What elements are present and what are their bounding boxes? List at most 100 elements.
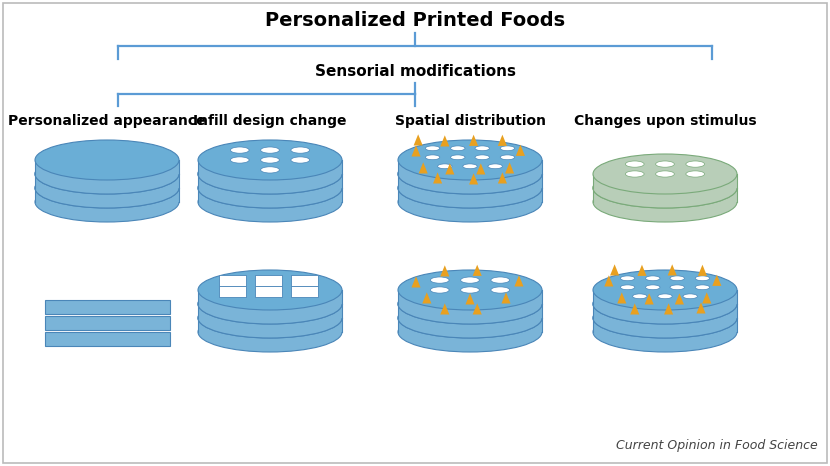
- Ellipse shape: [425, 146, 440, 151]
- Ellipse shape: [198, 168, 342, 208]
- Ellipse shape: [593, 298, 737, 338]
- Polygon shape: [667, 264, 676, 275]
- Ellipse shape: [431, 287, 449, 293]
- Bar: [198, 318, 342, 332]
- Ellipse shape: [398, 168, 542, 208]
- Bar: [255, 286, 282, 297]
- Ellipse shape: [231, 157, 249, 163]
- Polygon shape: [418, 162, 427, 173]
- Polygon shape: [696, 302, 706, 314]
- Bar: [45, 300, 170, 314]
- Ellipse shape: [646, 276, 660, 281]
- Polygon shape: [472, 265, 481, 276]
- Text: Sensorial modifications: Sensorial modifications: [315, 63, 515, 78]
- Ellipse shape: [625, 161, 644, 167]
- Ellipse shape: [686, 161, 705, 167]
- Ellipse shape: [620, 285, 635, 290]
- Text: Infill design change: Infill design change: [193, 114, 347, 128]
- Ellipse shape: [646, 285, 660, 290]
- Bar: [593, 290, 737, 304]
- Polygon shape: [516, 145, 525, 156]
- Polygon shape: [645, 293, 654, 304]
- Ellipse shape: [198, 298, 342, 338]
- Ellipse shape: [670, 276, 685, 281]
- Ellipse shape: [593, 312, 737, 352]
- Polygon shape: [637, 265, 647, 276]
- Bar: [593, 304, 737, 318]
- Polygon shape: [412, 145, 421, 157]
- Text: Changes upon stimulus: Changes upon stimulus: [574, 114, 756, 128]
- Text: Current Opinion in Food Science: Current Opinion in Food Science: [616, 439, 818, 452]
- Polygon shape: [440, 303, 449, 315]
- Ellipse shape: [261, 167, 280, 173]
- Ellipse shape: [500, 146, 515, 151]
- Ellipse shape: [686, 171, 705, 177]
- Bar: [593, 318, 737, 332]
- Ellipse shape: [198, 284, 342, 324]
- Ellipse shape: [451, 155, 465, 160]
- Bar: [35, 160, 179, 174]
- Polygon shape: [515, 275, 524, 287]
- Ellipse shape: [475, 155, 490, 160]
- Ellipse shape: [632, 294, 647, 299]
- Polygon shape: [675, 293, 684, 304]
- Ellipse shape: [290, 147, 310, 153]
- Polygon shape: [466, 293, 475, 304]
- Ellipse shape: [475, 146, 490, 151]
- Ellipse shape: [656, 161, 674, 167]
- Ellipse shape: [398, 298, 542, 338]
- Polygon shape: [610, 264, 619, 275]
- Ellipse shape: [398, 312, 542, 352]
- Ellipse shape: [198, 154, 342, 194]
- Ellipse shape: [656, 171, 674, 177]
- Ellipse shape: [683, 294, 697, 299]
- Ellipse shape: [398, 284, 542, 324]
- Ellipse shape: [463, 164, 477, 169]
- Ellipse shape: [696, 285, 710, 290]
- Ellipse shape: [198, 154, 342, 194]
- Polygon shape: [476, 163, 486, 174]
- Ellipse shape: [261, 147, 280, 153]
- Polygon shape: [413, 134, 422, 145]
- Bar: [198, 290, 342, 304]
- Ellipse shape: [593, 284, 737, 324]
- Polygon shape: [422, 292, 432, 303]
- Ellipse shape: [35, 182, 179, 222]
- Bar: [255, 274, 282, 286]
- Bar: [593, 174, 737, 188]
- Ellipse shape: [425, 155, 440, 160]
- Polygon shape: [630, 303, 639, 315]
- Ellipse shape: [398, 284, 542, 324]
- Ellipse shape: [198, 312, 342, 352]
- Ellipse shape: [198, 182, 342, 222]
- Bar: [219, 274, 247, 286]
- Polygon shape: [472, 303, 481, 315]
- Polygon shape: [469, 173, 478, 185]
- Bar: [398, 318, 542, 332]
- Polygon shape: [604, 275, 613, 287]
- Ellipse shape: [593, 270, 737, 310]
- Ellipse shape: [398, 154, 542, 194]
- Ellipse shape: [431, 277, 449, 283]
- Bar: [35, 174, 179, 188]
- Bar: [398, 304, 542, 318]
- Ellipse shape: [593, 284, 737, 324]
- Ellipse shape: [35, 140, 179, 180]
- Ellipse shape: [491, 277, 510, 283]
- Polygon shape: [469, 135, 478, 146]
- Ellipse shape: [398, 168, 542, 208]
- Ellipse shape: [593, 168, 737, 208]
- Ellipse shape: [500, 155, 515, 160]
- Bar: [198, 174, 342, 188]
- Ellipse shape: [398, 270, 542, 310]
- Polygon shape: [712, 274, 721, 286]
- Ellipse shape: [398, 140, 542, 180]
- Ellipse shape: [35, 154, 179, 194]
- Bar: [45, 332, 170, 346]
- Bar: [35, 188, 179, 202]
- Polygon shape: [440, 135, 449, 146]
- Bar: [398, 290, 542, 304]
- Ellipse shape: [35, 154, 179, 194]
- Ellipse shape: [198, 298, 342, 338]
- Ellipse shape: [35, 168, 179, 208]
